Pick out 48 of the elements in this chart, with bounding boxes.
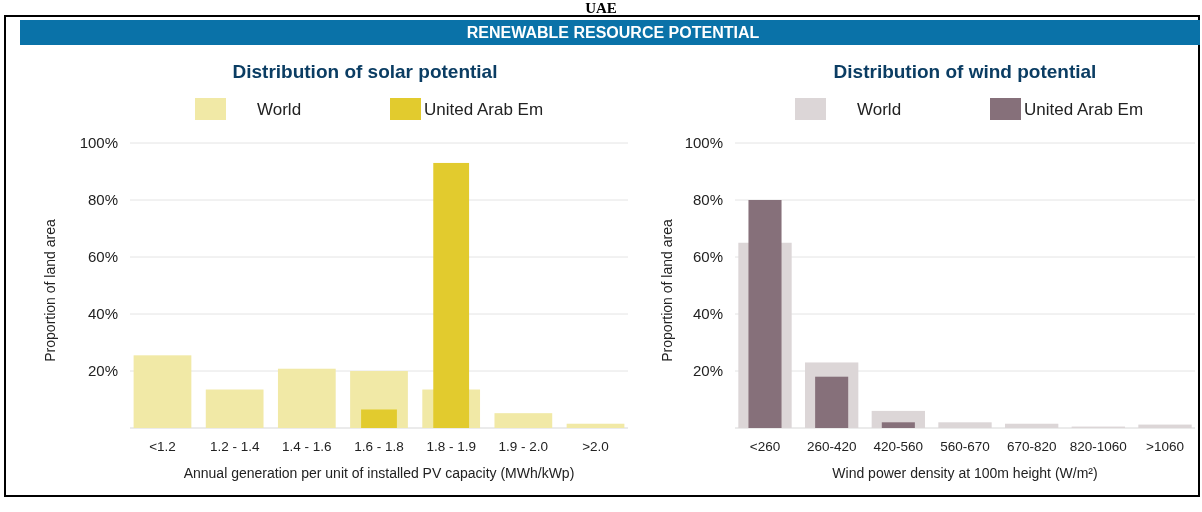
y-tick-label: 60% xyxy=(692,248,723,266)
bar xyxy=(566,423,625,428)
y-tick-label: 20% xyxy=(692,362,723,380)
bar xyxy=(494,413,553,428)
x-tick-label: 560-670 xyxy=(940,438,990,454)
x-tick-label: >2.0 xyxy=(582,438,609,454)
x-tick-label: 260-420 xyxy=(806,438,857,454)
text: UAE xyxy=(585,0,617,16)
bar xyxy=(361,409,397,428)
y-tick-label: 40% xyxy=(692,305,723,323)
text: RENEWABLE RESOURCE POTENTIAL xyxy=(466,24,760,41)
x-tick-label: 1.9 - 2.0 xyxy=(498,438,549,454)
bar xyxy=(748,200,782,428)
y-tick-label: 20% xyxy=(87,362,118,380)
chart-title: Distribution of wind potential xyxy=(833,61,1097,82)
bar xyxy=(133,355,192,428)
y-axis-title: Proportion of land area xyxy=(42,219,58,362)
bar xyxy=(433,162,470,428)
y-axis-title: Proportion of land area xyxy=(659,219,675,362)
x-tick-label: <1.2 xyxy=(149,438,176,454)
x-tick-label: 670-820 xyxy=(1006,438,1057,454)
bar xyxy=(938,422,992,428)
x-tick-label: 420-560 xyxy=(873,438,924,454)
x-tick-label: 1.2 - 1.4 xyxy=(209,438,260,454)
y-tick-label: 60% xyxy=(87,248,118,266)
x-tick-label: >1060 xyxy=(1146,438,1184,454)
y-tick-label: 100% xyxy=(79,134,118,152)
chart-title: Distribution of solar potential xyxy=(232,61,498,82)
legend-label: World xyxy=(857,100,902,119)
legend-label: United Arab Em xyxy=(424,100,544,119)
bar xyxy=(815,376,849,428)
bar xyxy=(277,368,336,428)
x-axis-title: Annual generation per unit of installed PV capacity (MWh/kWp) xyxy=(183,465,575,481)
x-tick-label: 1.8 - 1.9 xyxy=(426,438,476,454)
y-tick-label: 40% xyxy=(87,305,118,323)
bar xyxy=(205,389,264,428)
bar xyxy=(1005,423,1059,428)
y-tick-label: 100% xyxy=(684,134,723,152)
bar xyxy=(881,422,915,428)
legend-label: United Arab Em xyxy=(1024,100,1144,119)
y-tick-label: 80% xyxy=(692,191,723,209)
x-tick-label: 820-1060 xyxy=(1069,438,1127,454)
x-tick-label: 1.4 - 1.6 xyxy=(282,438,332,454)
x-tick-label: 1.6 - 1.8 xyxy=(354,438,404,454)
y-tick-label: 80% xyxy=(87,191,118,209)
legend-label: World xyxy=(257,100,302,119)
x-tick-label: <260 xyxy=(749,438,781,454)
x-axis-title: Wind power density at 100m height (W/m²) xyxy=(832,465,1098,481)
